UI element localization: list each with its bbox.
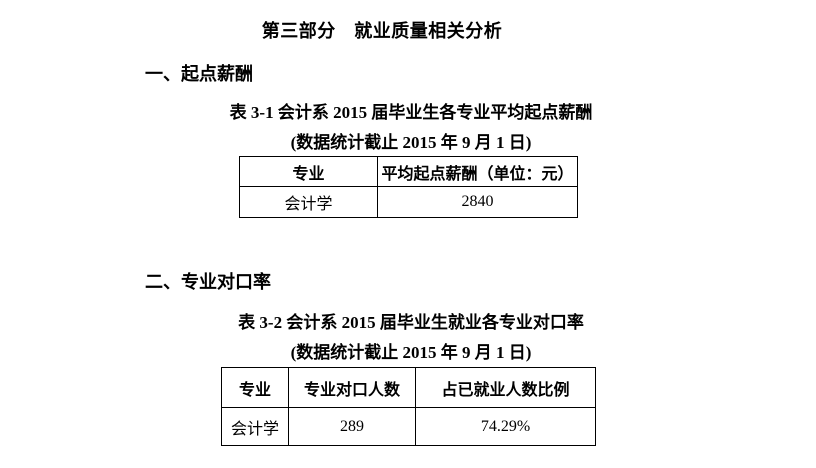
table-3-2-caption: 表 3-2 会计系 2015 届毕业生就业各专业对口率 <box>238 313 584 332</box>
table-3-2-cell-major: 会计学 <box>221 407 289 446</box>
section-2-heading: 二、专业对口率 <box>145 272 271 292</box>
table-3-2-header-matched-count: 专业对口人数 <box>288 367 416 408</box>
table-3-1-header-row: 专业 平均起点薪酬（单位：元） <box>239 156 578 187</box>
table-3-1-header-avg-salary: 平均起点薪酬（单位：元） <box>377 156 578 187</box>
table-3-1: 专业 平均起点薪酬（单位：元） 会计学 2840 <box>239 156 578 218</box>
table-3-2-data-note: (数据统计截止 2015 年 9 月 1 日) <box>290 343 532 362</box>
table-3-1-data-note: (数据统计截止 2015 年 9 月 1 日) <box>290 133 532 152</box>
table-3-2: 专业 专业对口人数 占已就业人数比例 会计学 289 74.29% <box>221 367 596 446</box>
table-3-2-cell-matched-count: 289 <box>288 407 416 446</box>
table-3-1-cell-major: 会计学 <box>239 186 378 218</box>
table-3-2-row-accounting: 会计学 289 74.29% <box>221 407 596 446</box>
table-3-2-cell-employed-ratio: 74.29% <box>415 407 596 446</box>
table-3-2-header-row: 专业 专业对口人数 占已就业人数比例 <box>221 367 596 408</box>
section-1-heading: 一、起点薪酬 <box>145 64 253 84</box>
table-3-1-row-accounting: 会计学 2840 <box>239 186 578 218</box>
table-3-1-cell-avg-salary: 2840 <box>377 186 578 218</box>
page-title: 第三部分 就业质量相关分析 <box>261 21 503 41</box>
table-3-2-header-employed-ratio: 占已就业人数比例 <box>415 367 596 408</box>
table-3-1-header-major: 专业 <box>239 156 378 187</box>
table-3-1-caption: 表 3-1 会计系 2015 届毕业生各专业平均起点薪酬 <box>229 103 593 122</box>
table-3-2-header-major: 专业 <box>221 367 289 408</box>
